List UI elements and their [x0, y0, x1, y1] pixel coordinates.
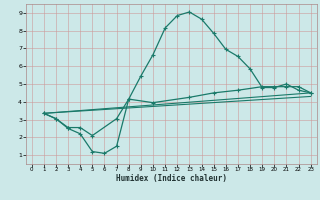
- X-axis label: Humidex (Indice chaleur): Humidex (Indice chaleur): [116, 174, 227, 183]
